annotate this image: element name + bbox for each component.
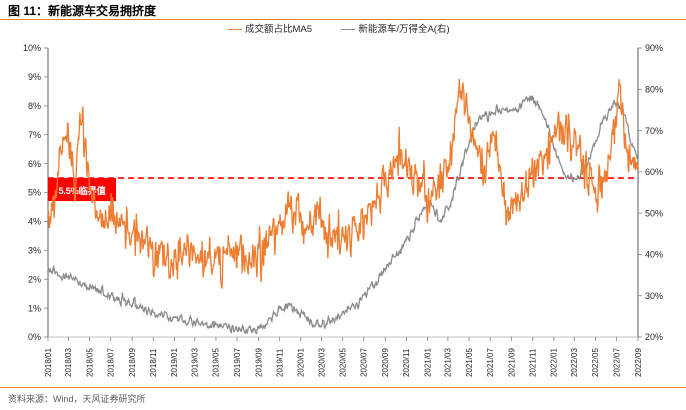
svg-text:2019/09: 2019/09 (254, 348, 263, 377)
svg-text:2020/01: 2020/01 (297, 348, 306, 377)
svg-text:2019/01: 2019/01 (170, 348, 179, 377)
svg-text:2022/01: 2022/01 (550, 348, 559, 377)
svg-text:2019/07: 2019/07 (233, 348, 242, 377)
svg-text:2021/09: 2021/09 (507, 348, 516, 377)
svg-text:2018/07: 2018/07 (106, 348, 115, 377)
svg-text:2022/03: 2022/03 (570, 348, 579, 377)
svg-text:2021/11: 2021/11 (529, 348, 538, 377)
svg-text:70%: 70% (645, 126, 663, 136)
svg-text:2018/09: 2018/09 (128, 348, 137, 377)
svg-text:90%: 90% (645, 43, 663, 53)
svg-text:2018/05: 2018/05 (85, 348, 94, 377)
svg-text:2021/01: 2021/01 (423, 348, 432, 377)
svg-text:3%: 3% (28, 246, 41, 256)
svg-text:80%: 80% (645, 84, 663, 94)
svg-text:4%: 4% (28, 217, 41, 227)
svg-text:5.5%临界值: 5.5%临界值 (59, 185, 107, 196)
svg-text:2018/03: 2018/03 (64, 348, 73, 377)
svg-text:2018/01: 2018/01 (44, 348, 53, 377)
svg-text:60%: 60% (645, 167, 663, 177)
svg-text:30%: 30% (645, 291, 663, 301)
svg-text:5%: 5% (28, 188, 41, 198)
svg-text:2021/05: 2021/05 (465, 348, 474, 377)
svg-text:2021/07: 2021/07 (486, 348, 495, 377)
svg-text:2021/03: 2021/03 (444, 348, 453, 377)
svg-text:2020/11: 2020/11 (402, 348, 411, 377)
svg-text:0%: 0% (28, 332, 41, 342)
svg-text:2020/09: 2020/09 (381, 348, 390, 377)
svg-text:50%: 50% (645, 208, 663, 218)
svg-text:2020/05: 2020/05 (338, 348, 347, 377)
svg-text:2%: 2% (28, 274, 41, 284)
svg-text:2022/05: 2022/05 (591, 348, 600, 377)
svg-text:2022/09: 2022/09 (634, 348, 643, 377)
svg-text:20%: 20% (645, 332, 663, 342)
svg-text:7%: 7% (28, 130, 41, 140)
svg-text:2019/05: 2019/05 (212, 348, 221, 377)
svg-text:6%: 6% (28, 159, 41, 169)
svg-text:2019/03: 2019/03 (191, 348, 200, 377)
svg-text:2019/11: 2019/11 (275, 348, 284, 377)
svg-text:9%: 9% (28, 72, 41, 82)
svg-text:40%: 40% (645, 250, 663, 260)
svg-text:2022/07: 2022/07 (612, 348, 621, 377)
svg-text:2020/03: 2020/03 (317, 348, 326, 377)
svg-text:10%: 10% (23, 43, 41, 53)
svg-text:1%: 1% (28, 303, 41, 313)
svg-text:8%: 8% (28, 101, 41, 111)
svg-text:2020/07: 2020/07 (360, 348, 369, 377)
svg-text:2018/11: 2018/11 (149, 348, 158, 377)
